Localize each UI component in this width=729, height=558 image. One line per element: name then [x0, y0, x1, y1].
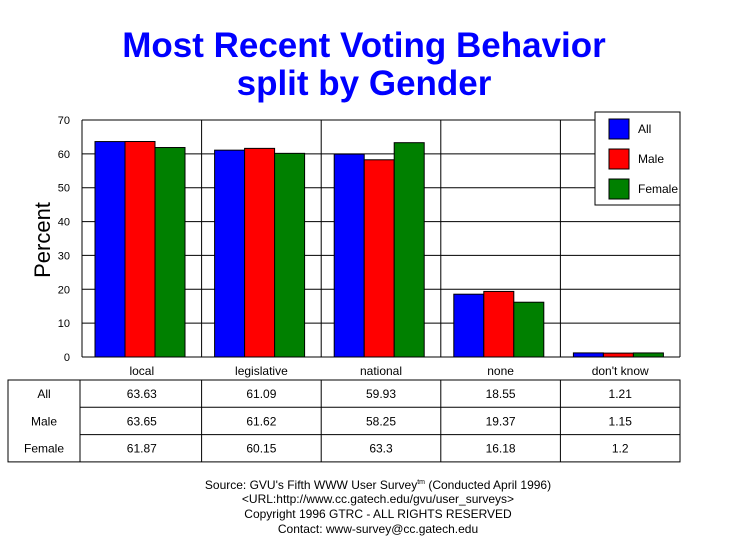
footer-source: Source: GVU's Fifth WWW User Surveytm (C…: [205, 478, 551, 492]
table-cell: 63.3: [369, 442, 393, 456]
bar-all: [572, 352, 604, 358]
bar-male: [602, 352, 634, 358]
legend-label: Male: [638, 152, 664, 166]
table-cell: 63.63: [127, 387, 157, 401]
bar-male: [124, 140, 156, 358]
y-tick-label: 20: [58, 284, 70, 296]
table-row-header: Female: [24, 442, 64, 456]
legend-swatch-male: [608, 148, 630, 170]
x-tick-label: legislative: [235, 364, 288, 378]
y-axis-label: Percent: [30, 202, 55, 278]
bar-female: [154, 147, 186, 358]
legend-label: All: [638, 122, 651, 136]
table-cell: 61.09: [246, 387, 276, 401]
table-cell: 1.21: [609, 387, 633, 401]
table-cell: 1.15: [609, 414, 633, 428]
table-cell: 63.65: [127, 414, 157, 428]
bar-male: [244, 147, 276, 358]
footer-contact: Contact: www-survey@cc.gatech.edu: [278, 522, 478, 536]
x-tick-label: don't know: [592, 364, 649, 378]
bar-all: [333, 153, 365, 358]
y-tick-label: 0: [64, 352, 70, 364]
chart-subtitle: split by Gender: [237, 64, 492, 103]
x-tick-label: national: [360, 364, 402, 378]
bar-female: [632, 352, 664, 358]
table-cell: 59.93: [366, 387, 396, 401]
table-cell: 1.2: [612, 442, 629, 456]
footer-copyright: Copyright 1996 GTRC - ALL RIGHTS RESERVE…: [244, 507, 512, 521]
table-cell: 58.25: [366, 414, 396, 428]
table-cell: 60.15: [246, 442, 276, 456]
bar-all: [453, 293, 485, 358]
table-row-header: All: [37, 387, 50, 401]
legend: All Male Female: [594, 111, 681, 206]
table-cell: 18.55: [486, 387, 516, 401]
x-tick-label: none: [487, 364, 514, 378]
y-tick-label: 70: [58, 115, 70, 127]
y-tick-label: 50: [58, 183, 70, 195]
table-cell: 19.37: [486, 414, 516, 428]
y-tick-label: 60: [58, 149, 70, 161]
bar-all: [94, 141, 126, 358]
y-tick-label: 10: [58, 318, 70, 330]
bar-all: [214, 149, 246, 358]
legend-label: Female: [638, 182, 678, 196]
footer-url: <URL:http://www.cc.gatech.edu/gvu/user_s…: [242, 492, 514, 506]
bar-female: [393, 142, 425, 358]
table-row-header: Male: [31, 414, 57, 428]
table-cell: 61.87: [127, 442, 157, 456]
table-border: [7, 379, 681, 463]
y-tick-label: 40: [58, 217, 70, 229]
bar-female: [513, 301, 545, 358]
data-table: All 63.63 61.09 59.93 18.55 1.21 Male 63.65 61.6…: [7, 379, 681, 463]
table-cell: 16.18: [486, 442, 516, 456]
bar-male: [363, 159, 395, 358]
y-tick-label: 30: [58, 250, 70, 262]
x-tick-label: local: [129, 364, 154, 378]
legend-swatch-female: [608, 178, 630, 200]
legend-swatch-all: [608, 118, 630, 140]
bar-male: [483, 290, 515, 358]
table-cell: 61.62: [246, 414, 276, 428]
chart-title: Most Recent Voting Behavior: [122, 26, 606, 65]
bar-female: [274, 152, 306, 358]
